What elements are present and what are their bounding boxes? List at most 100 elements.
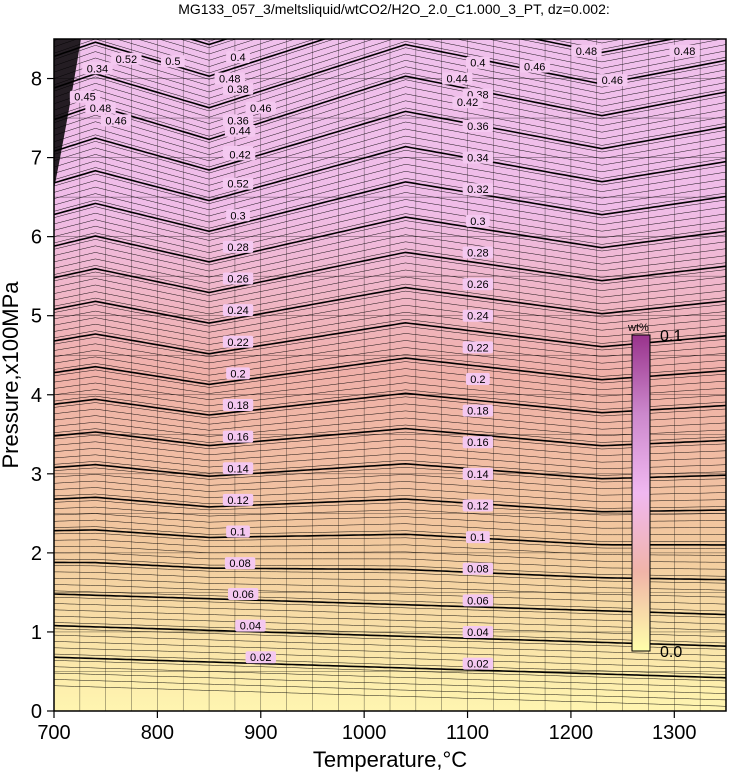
contour-label-box <box>222 462 254 475</box>
minor-contour-line <box>54 679 726 701</box>
contour-label: 0.32 <box>462 183 494 196</box>
contour-label-text: 0.36 <box>467 121 488 133</box>
contour-label: 0.5 <box>160 55 185 68</box>
y-tick-label: 5 <box>31 306 42 328</box>
contour-label: 0.22 <box>222 335 254 349</box>
contour-label: 0.46 <box>519 60 550 74</box>
x-axis-ticks: 700 800 900 1000 1100 1200 1300 <box>37 711 697 744</box>
minor-contour-line <box>54 121 726 180</box>
contour-label-text: 0.34 <box>467 153 488 165</box>
contour-label-text: 0.22 <box>227 337 248 349</box>
minor-contour-line <box>54 185 726 235</box>
contour-labels: 0.02 0.04 0.06 0.08 0.1 0.12 0.14 0.16 0.18 0.2 0.… <box>69 44 700 671</box>
minor-contour-line <box>54 39 624 67</box>
contour-label-box <box>245 101 276 114</box>
contour-label-text: 0.46 <box>602 75 623 87</box>
contour-label-box <box>462 436 494 449</box>
contour-label-text: 0.28 <box>467 247 488 259</box>
minor-contour-line <box>54 262 726 302</box>
minor-contour-line <box>54 347 726 376</box>
contour-label: 0.46 <box>100 114 132 127</box>
contour-label-text: 0.26 <box>467 279 488 291</box>
contour-label-text: 0.38 <box>227 84 248 96</box>
minor-contour-line <box>54 114 726 174</box>
contour-label-box <box>111 52 142 65</box>
contour-label-box <box>465 531 490 544</box>
contour-label: 0.48 <box>571 44 602 58</box>
contour-label-text: 0.46 <box>105 115 126 127</box>
contour-label-text: 0.48 <box>219 74 240 86</box>
minor-contour-line <box>54 417 726 437</box>
dense-contour-corner <box>54 39 81 190</box>
major-contour-line <box>54 561 726 581</box>
major-contour-line <box>54 75 726 141</box>
minor-contour-line <box>54 519 726 536</box>
contour-label-box <box>245 651 276 664</box>
contour-label-box <box>82 62 113 75</box>
contour-label: 0.38 <box>222 82 254 96</box>
contour-label: 0.44 <box>442 72 473 86</box>
x-tick-label: 700 <box>37 722 70 744</box>
contour-label-box <box>465 214 490 227</box>
y-tick-label: 4 <box>31 385 42 407</box>
contour-label-box <box>226 525 250 538</box>
minor-contour-line <box>54 382 726 407</box>
minor-contour-line <box>54 333 726 364</box>
minor-contour-line <box>54 584 726 605</box>
minor-contour-line <box>54 66 726 131</box>
minor-contour-line <box>54 199 726 247</box>
contour-label-text: 0.48 <box>674 46 695 58</box>
y-tick-label: 8 <box>31 69 42 91</box>
contour-label-box <box>226 367 250 380</box>
contour-label-text: 0.26 <box>227 274 248 286</box>
y-tick-label: 0 <box>31 701 42 723</box>
major-contour-line <box>54 145 726 202</box>
minor-contour-line <box>54 79 726 143</box>
contour-label: 0.1 <box>465 531 490 544</box>
minor-contour-line <box>54 93 726 155</box>
contour-label: 0.48 <box>669 44 700 58</box>
contour-label-text: 0.12 <box>227 495 248 507</box>
contour-label-box <box>222 430 254 443</box>
colorbar: wt% 0.1 0.0 <box>627 322 682 661</box>
major-contour-line <box>54 462 726 480</box>
contour-label-box <box>222 335 254 348</box>
minor-contour-line <box>54 660 726 682</box>
contour-label-box <box>462 341 494 354</box>
major-contour-line <box>54 496 726 513</box>
major-contour-line <box>54 392 726 416</box>
contour-label: 0.36 <box>462 119 494 133</box>
plot-area: 0.02 0.04 0.06 0.08 0.1 0.12 0.14 0.16 0.18 0.2 0.… <box>54 39 726 711</box>
contour-label: 0.06 <box>227 587 259 601</box>
contour-label-box <box>462 183 494 196</box>
minor-contour-line <box>54 500 726 516</box>
minor-contour-line <box>54 666 726 688</box>
contour-label: 0.34 <box>462 151 494 165</box>
minor-contour-line <box>54 53 726 118</box>
minor-contour-line <box>54 396 726 419</box>
colorbar-min-label: 0.0 <box>660 644 682 661</box>
contour-label-text: 0.08 <box>467 564 488 576</box>
contour-label-box <box>226 51 250 64</box>
minor-contour-line <box>54 39 277 61</box>
minor-contour-line <box>54 460 726 476</box>
x-tick-label: 1100 <box>446 722 489 744</box>
minor-contour-line <box>54 319 726 351</box>
contour-label-text: 0.42 <box>457 97 478 109</box>
contour-label: 0.28 <box>222 240 254 254</box>
minor-contour-line <box>54 39 726 93</box>
contour-label: 0.52 <box>222 177 254 191</box>
minor-contour-line <box>54 213 726 260</box>
minor-contour-line <box>54 178 726 229</box>
contour-label-text: 0.04 <box>467 627 488 639</box>
contour-label-text: 0.14 <box>227 463 248 475</box>
y-tick-label: 6 <box>31 227 42 249</box>
contour-label-box <box>462 562 494 575</box>
contour-label-text: 0.3 <box>470 216 485 228</box>
minor-contour-line <box>54 410 726 431</box>
contour-label: 0.16 <box>462 436 494 449</box>
contour-label: 0.24 <box>222 304 254 317</box>
contour-label: 0.3 <box>226 209 250 222</box>
minor-contour-line <box>54 641 726 663</box>
